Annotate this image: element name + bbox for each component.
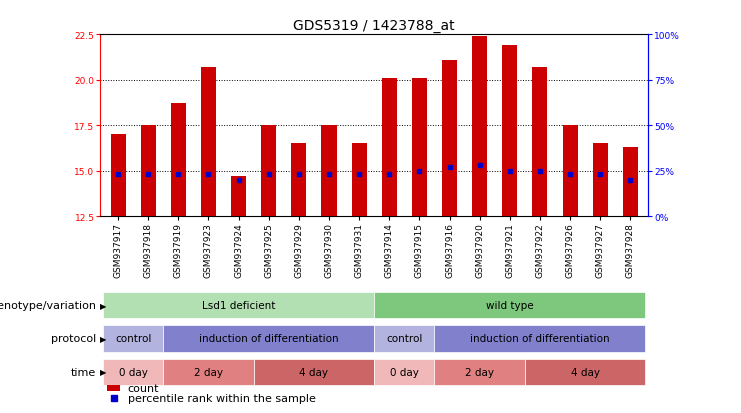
Text: 0 day: 0 day [119,367,147,377]
FancyBboxPatch shape [434,325,645,352]
Bar [502,46,517,217]
FancyBboxPatch shape [434,358,525,385]
FancyBboxPatch shape [374,358,434,385]
FancyBboxPatch shape [103,358,163,385]
Bar [382,79,396,217]
Text: 4 day: 4 day [571,367,599,377]
Bar [412,79,427,217]
Text: 2 day: 2 day [465,367,494,377]
FancyBboxPatch shape [525,358,645,385]
Text: wild type: wild type [486,301,534,311]
Bar [141,126,156,217]
Text: time: time [71,367,96,377]
Bar [472,37,487,217]
Bar [291,144,307,217]
Text: induction of differentiation: induction of differentiation [199,334,339,344]
Title: GDS5319 / 1423788_at: GDS5319 / 1423788_at [293,19,455,33]
Text: control: control [115,334,151,344]
Text: count: count [128,383,159,393]
Bar [231,177,246,217]
Bar [110,135,126,217]
Text: 2 day: 2 day [194,367,223,377]
Bar [593,144,608,217]
Text: percentile rank within the sample: percentile rank within the sample [128,393,316,403]
FancyBboxPatch shape [374,292,645,319]
Bar [201,68,216,217]
Text: Lsd1 deficient: Lsd1 deficient [202,301,276,311]
Text: protocol: protocol [51,334,96,344]
Text: ▶: ▶ [100,367,107,376]
Text: 0 day: 0 day [390,367,419,377]
Bar [562,126,577,217]
FancyBboxPatch shape [103,325,163,352]
Bar [352,144,367,217]
Text: control: control [386,334,422,344]
Bar [442,61,457,217]
FancyBboxPatch shape [163,325,374,352]
FancyBboxPatch shape [103,292,374,319]
Text: 4 day: 4 day [299,367,328,377]
Text: induction of differentiation: induction of differentiation [470,334,610,344]
Bar [622,148,638,217]
Text: ▶: ▶ [100,334,107,343]
FancyBboxPatch shape [163,358,253,385]
Bar [322,126,336,217]
Text: ▶: ▶ [100,301,107,310]
FancyBboxPatch shape [253,358,374,385]
Bar [107,385,120,391]
Bar [171,104,186,217]
Bar [532,68,548,217]
FancyBboxPatch shape [374,325,434,352]
Text: genotype/variation: genotype/variation [0,301,96,311]
Bar [262,126,276,217]
